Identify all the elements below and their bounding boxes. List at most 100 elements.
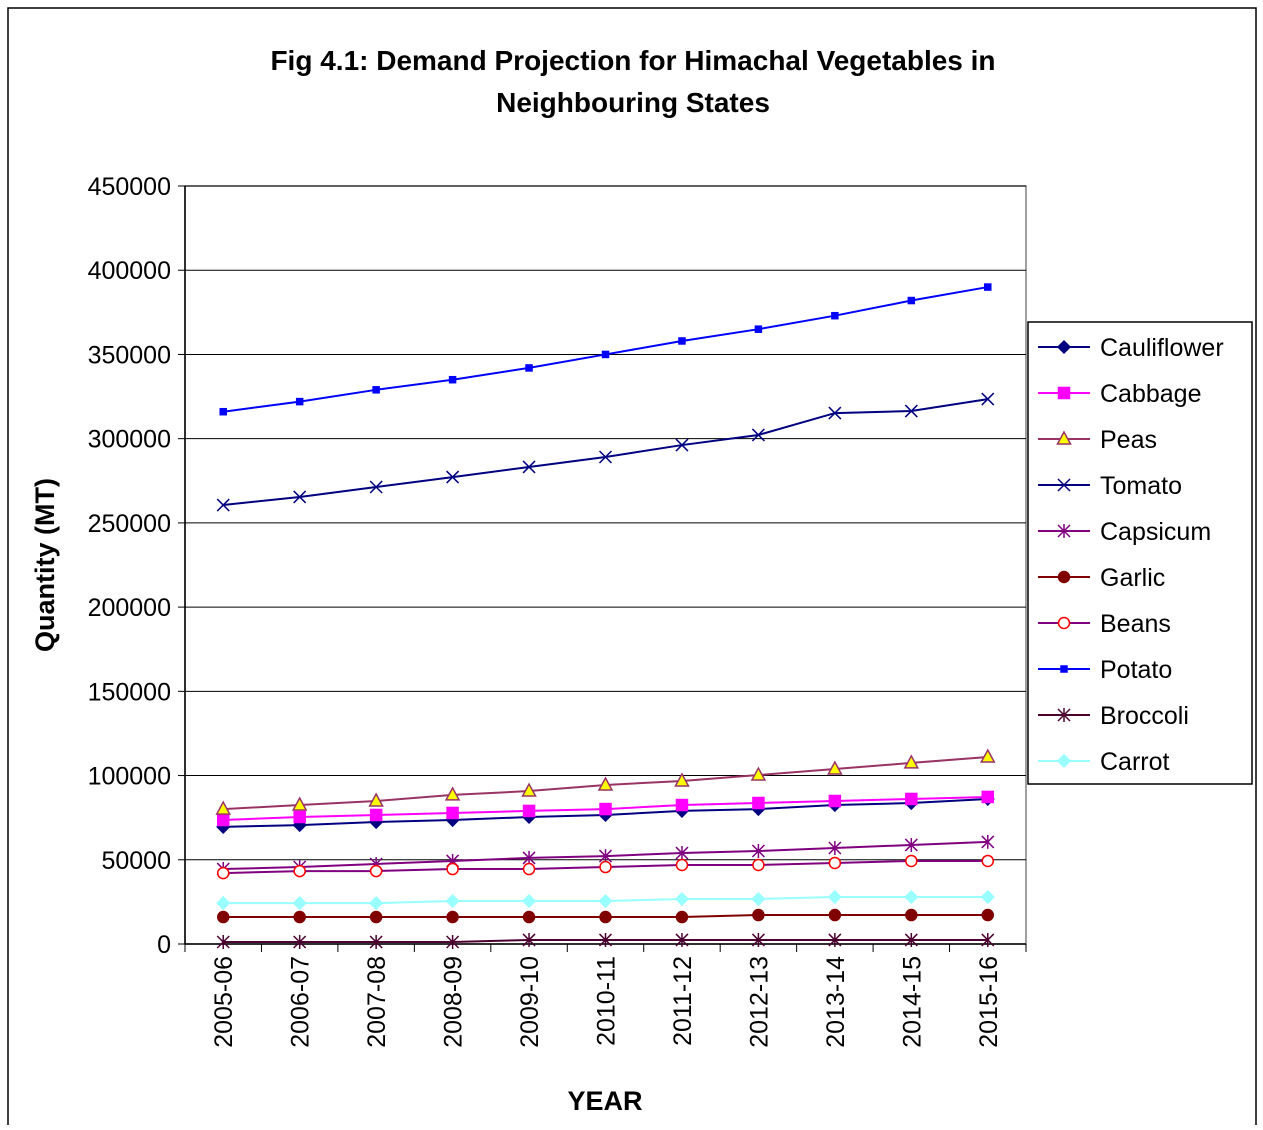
marker [751, 844, 765, 859]
y-tick-label: 350000 [88, 341, 171, 369]
marker [751, 428, 765, 442]
marker [446, 806, 459, 820]
marker [216, 910, 230, 924]
marker [828, 908, 842, 922]
marker [601, 350, 610, 359]
marker [293, 910, 306, 924]
marker [905, 908, 918, 922]
marker [216, 813, 230, 827]
marker [369, 910, 383, 924]
marker [980, 889, 995, 905]
marker [904, 889, 919, 905]
marker [678, 337, 686, 345]
legend-label: Beans [1100, 610, 1171, 638]
marker [981, 392, 995, 406]
marker [446, 862, 459, 876]
marker [598, 450, 613, 464]
marker [219, 407, 227, 416]
marker [751, 932, 765, 947]
legend-label: Tomato [1100, 472, 1182, 500]
marker [599, 910, 612, 924]
marker [904, 837, 918, 852]
x-tick-label: 2011-12 [669, 956, 697, 1046]
marker [674, 891, 690, 907]
marker [981, 790, 995, 804]
x-tick-label: 2006-07 [287, 956, 315, 1048]
y-tick-label: 250000 [88, 510, 171, 538]
marker [827, 760, 843, 775]
marker [446, 934, 460, 949]
x-tick-label: 2015-16 [975, 956, 1003, 1048]
marker [215, 800, 231, 815]
y-tick-label: 400000 [88, 257, 171, 285]
marker [981, 932, 995, 947]
marker [752, 908, 765, 922]
marker [293, 810, 306, 824]
marker [981, 834, 995, 849]
marker [675, 858, 689, 872]
marker [828, 840, 842, 855]
y-tick-label: 150000 [88, 678, 171, 706]
marker [1056, 430, 1072, 445]
marker [369, 480, 383, 494]
x-tick-label: 2012-13 [745, 956, 773, 1048]
marker [674, 772, 690, 787]
marker [675, 438, 689, 452]
marker [291, 796, 308, 811]
marker [599, 860, 612, 874]
marker [1057, 478, 1071, 492]
y-tick-label: 0 [157, 931, 171, 959]
marker [675, 846, 689, 861]
marker [981, 908, 995, 922]
marker [522, 862, 536, 876]
marker [981, 854, 995, 868]
marker [368, 792, 384, 807]
marker [905, 854, 918, 868]
marker [522, 932, 536, 947]
y-tick-label: 100000 [88, 763, 171, 791]
marker [903, 754, 920, 769]
marker [522, 910, 536, 924]
marker [1056, 753, 1072, 769]
marker [216, 896, 231, 911]
y-tick-label: 200000 [88, 594, 171, 622]
marker [828, 932, 842, 947]
marker [525, 364, 533, 372]
marker [752, 858, 765, 872]
marker [828, 856, 842, 870]
legend-label: Capsicum [1100, 518, 1211, 546]
marker [369, 934, 383, 949]
marker [293, 934, 307, 949]
marker [292, 896, 307, 911]
marker [599, 802, 612, 816]
marker [980, 748, 996, 763]
marker [597, 776, 614, 791]
marker [598, 849, 613, 864]
x-tick-label: 2010-11 [593, 956, 621, 1046]
marker [521, 782, 537, 797]
marker [293, 490, 307, 504]
marker [444, 786, 461, 801]
marker [904, 404, 918, 418]
marker [907, 296, 916, 305]
x-tick-label: 2007-08 [363, 956, 391, 1048]
marker [1057, 570, 1071, 584]
x-tick-label: 2013-14 [822, 956, 850, 1048]
x-tick-label: 2005-06 [210, 956, 238, 1048]
marker [446, 910, 459, 924]
marker [1057, 524, 1071, 538]
x-tick-label: 2009-10 [516, 956, 544, 1048]
x-tick-label: 2014-15 [898, 956, 926, 1048]
marker [828, 794, 842, 808]
marker [448, 375, 457, 384]
marker [752, 796, 765, 810]
legend-label: Carrot [1100, 748, 1170, 776]
legend-label: Peas [1100, 426, 1157, 454]
marker [905, 792, 918, 806]
marker [445, 893, 460, 909]
legend-label: Broccoli [1100, 702, 1189, 730]
marker [828, 406, 842, 420]
marker [1057, 708, 1071, 722]
